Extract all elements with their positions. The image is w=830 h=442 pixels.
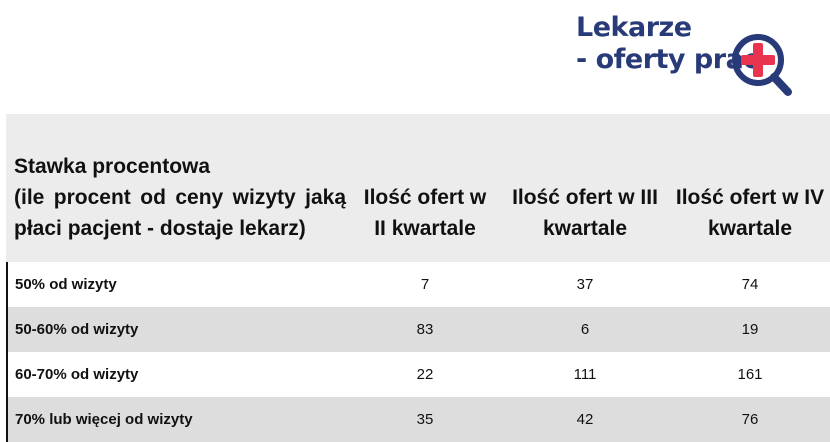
row-value-q4: 161	[737, 366, 763, 383]
header-q4-line-2: kwartale	[707, 217, 793, 240]
row-value-q3: 37	[576, 276, 594, 293]
header-q2-line-2: II kwartale	[374, 217, 476, 240]
offers-table: Stawka procentowa (ile procent od ceny w…	[6, 114, 830, 442]
row-value-q3: 111	[573, 366, 597, 383]
header-q3: Ilość ofert w III kwartale	[500, 182, 670, 244]
table-row: 60-70% od wizyty 22 111 161	[6, 352, 830, 397]
header-percentage-line-1: Stawka procentowa	[14, 155, 211, 178]
lekarze-logo: Lekarze - oferty prac	[576, 12, 806, 96]
header-q4: Ilość ofert w IV kwartale	[670, 182, 830, 244]
row-label: 70% lub więcej od wizyty	[15, 411, 193, 428]
row-value-q2: 35	[416, 411, 434, 428]
table-row: 50% od wizyty 7 37 74	[6, 262, 830, 307]
table-header	[6, 114, 830, 262]
header-q2-line-1: Ilość ofert w	[363, 186, 487, 209]
row-value-q2: 7	[420, 276, 430, 293]
row-label: 60-70% od wizyty	[15, 366, 139, 383]
row-value-q3: 6	[580, 321, 590, 338]
row-value-q4: 74	[741, 276, 759, 293]
row-value-q4: 19	[741, 321, 759, 338]
header-q4-line-1: Ilość ofert w IV	[675, 186, 825, 209]
logo-text-line-2: - oferty prac	[576, 44, 759, 75]
header-percentage-rate: Stawka procentowa (ile procent od ceny w…	[14, 151, 346, 244]
row-value-q3: 42	[576, 411, 594, 428]
row-value-q4: 76	[741, 411, 759, 428]
table-row: 50-60% od wizyty 83 6 19	[6, 307, 830, 352]
table-left-border	[6, 262, 8, 442]
table-row: 70% lub więcej od wizyty 35 42 76	[6, 397, 830, 442]
row-label: 50% od wizyty	[15, 276, 117, 293]
header-q3-line-2: kwartale	[542, 217, 628, 240]
header-q3-line-1: Ilość ofert w III	[512, 186, 658, 209]
row-value-q2: 22	[416, 366, 434, 383]
row-value-q2: 83	[416, 321, 434, 338]
logo-text-line-1: Lekarze	[576, 12, 692, 43]
magnifier-plus-icon	[732, 34, 792, 96]
header-percentage-line-2: (ile procent od ceny wizyty jaką	[14, 186, 346, 209]
row-label: 50-60% od wizyty	[15, 321, 139, 338]
header-q2: Ilość ofert w II kwartale	[350, 182, 500, 244]
header-percentage-line-3: płaci pacjent - dostaje lekarz)	[14, 217, 306, 240]
